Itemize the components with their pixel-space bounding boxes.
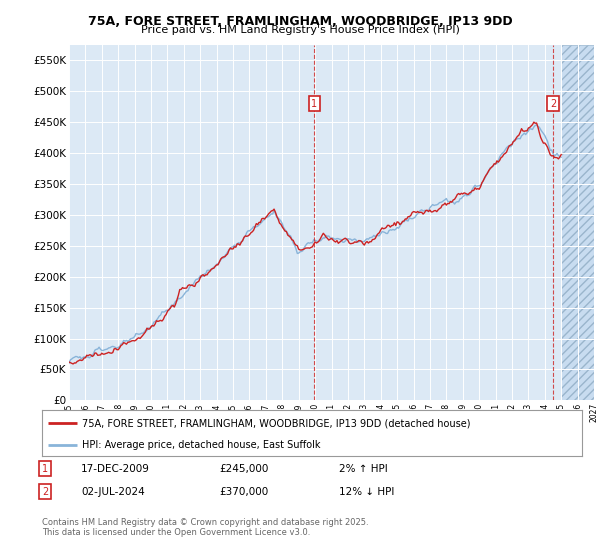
Text: 2% ↑ HPI: 2% ↑ HPI (339, 464, 388, 474)
Text: 2: 2 (42, 487, 48, 497)
Bar (561, 45, 594, 400)
Bar (561, 45, 594, 400)
Text: 17-DEC-2009: 17-DEC-2009 (81, 464, 150, 474)
Text: £370,000: £370,000 (219, 487, 268, 497)
Text: 75A, FORE STREET, FRAMLINGHAM, WOODBRIDGE, IP13 9DD: 75A, FORE STREET, FRAMLINGHAM, WOODBRIDG… (88, 15, 512, 27)
Text: 1: 1 (311, 99, 317, 109)
Text: Price paid vs. HM Land Registry's House Price Index (HPI): Price paid vs. HM Land Registry's House … (140, 25, 460, 35)
Text: £245,000: £245,000 (219, 464, 268, 474)
Text: Contains HM Land Registry data © Crown copyright and database right 2025.
This d: Contains HM Land Registry data © Crown c… (42, 518, 368, 538)
Text: 02-JUL-2024: 02-JUL-2024 (81, 487, 145, 497)
Text: 1: 1 (42, 464, 48, 474)
Text: 2: 2 (550, 99, 556, 109)
Text: 75A, FORE STREET, FRAMLINGHAM, WOODBRIDGE, IP13 9DD (detached house): 75A, FORE STREET, FRAMLINGHAM, WOODBRIDG… (83, 418, 471, 428)
Text: 12% ↓ HPI: 12% ↓ HPI (339, 487, 394, 497)
Text: HPI: Average price, detached house, East Suffolk: HPI: Average price, detached house, East… (83, 440, 321, 450)
